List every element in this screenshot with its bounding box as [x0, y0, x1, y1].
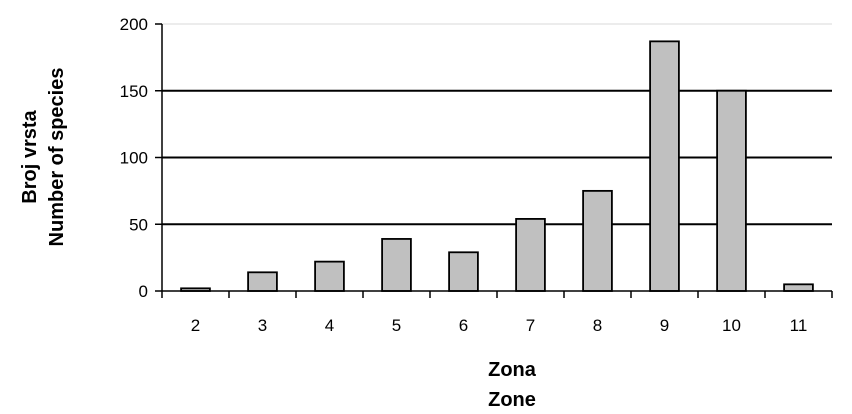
x-tick-label: 5	[392, 316, 401, 335]
bar-zone-6	[448, 251, 479, 292]
bar-zone-10	[716, 89, 747, 292]
y-tick-label: 200	[120, 15, 148, 34]
bar-zone-9	[649, 40, 680, 292]
bar-zone-5	[381, 238, 412, 292]
bar-zone-7	[515, 218, 546, 292]
x-tick-label: 6	[459, 316, 468, 335]
bar-zone-11	[783, 283, 814, 292]
x-axis-title-line1: Zona	[488, 359, 537, 381]
x-tick-label: 7	[526, 316, 535, 335]
x-tick-label: 4	[325, 316, 334, 335]
y-tick-label: 50	[129, 215, 148, 234]
x-tick-label: 3	[258, 316, 267, 335]
x-axis-title-line2: Zone	[488, 389, 536, 411]
y-tick-label: 0	[139, 282, 148, 301]
x-tick-label: 9	[660, 316, 669, 335]
y-tick-label: 100	[120, 149, 148, 168]
x-tick-label: 10	[722, 316, 741, 335]
x-tick-labels: 2 3 4 5 6 7 8 9 10 11	[161, 291, 833, 335]
x-tick-label: 8	[593, 316, 602, 335]
bar-zone-4	[314, 260, 345, 292]
y-axis-title-line2: Number of species	[46, 68, 68, 247]
x-tick-label: 2	[191, 316, 200, 335]
y-axis-title-line1: Broj vrsta	[19, 109, 41, 203]
bar-zone-8	[582, 189, 613, 292]
y-tick-labels: 0 50 100 150 200	[120, 15, 162, 301]
bars	[180, 40, 814, 292]
bar-zone-3	[247, 271, 278, 292]
x-tick-label: 11	[790, 316, 808, 335]
y-tick-label: 150	[120, 82, 148, 101]
